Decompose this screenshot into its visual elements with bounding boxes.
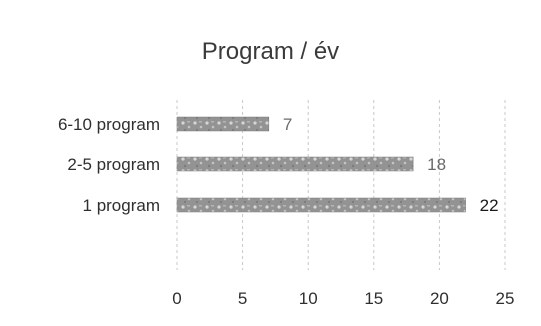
bar [176, 116, 270, 132]
x-tick-label: 5 [238, 289, 247, 308]
chart-title: Program / év [201, 38, 340, 65]
bar [176, 156, 414, 172]
labels: 0 5 10 15 20 25 6-10 program 7 2-5 program 18 1 pr… [58, 115, 515, 308]
x-tick-label: 15 [364, 289, 383, 308]
data-label: 18 [427, 155, 446, 174]
category-label: 1 program [83, 196, 160, 215]
category-label: 2-5 program [67, 155, 160, 174]
data-label: 7 [283, 115, 292, 134]
x-tick-label: 20 [430, 289, 449, 308]
x-tick-label: 10 [299, 289, 318, 308]
category-label: 6-10 program [58, 115, 160, 134]
x-tick-label: 0 [172, 289, 181, 308]
x-tick-label: 25 [496, 289, 515, 308]
gridlines [176, 100, 506, 270]
bar [176, 197, 466, 213]
data-label: 22 [480, 196, 499, 215]
bars [176, 116, 466, 213]
